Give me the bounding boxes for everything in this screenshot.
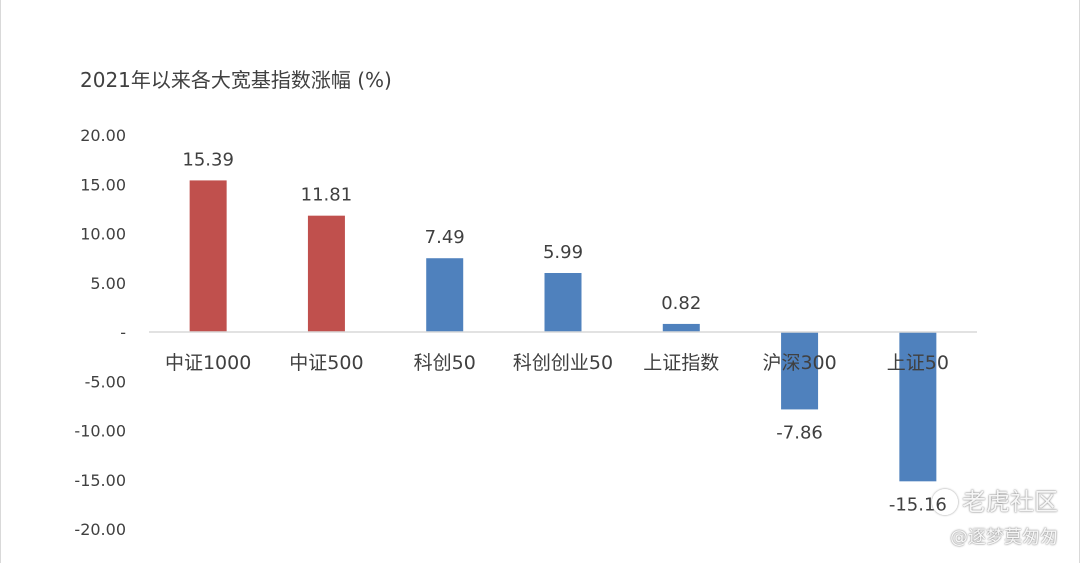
value-label: 0.82 xyxy=(661,293,701,314)
category-label: 沪深300 xyxy=(762,352,836,374)
value-label: 11.81 xyxy=(301,185,353,206)
bar xyxy=(426,258,464,332)
left-frame-line xyxy=(0,0,1,563)
watermark-logo-icon xyxy=(932,489,958,515)
value-label: 5.99 xyxy=(543,242,583,263)
watermark-user: @逐梦莫匆匆 xyxy=(950,527,1058,548)
category-label: 中证1000 xyxy=(165,352,251,374)
bars-group xyxy=(189,180,937,482)
y-axis: 20.00 15.00 10.00 5.00 - -5.00 -10.00 -15.00 -20… xyxy=(74,126,126,539)
bar xyxy=(307,215,345,332)
bar xyxy=(781,332,819,410)
bar xyxy=(544,272,582,332)
bar xyxy=(899,332,937,482)
value-label: 15.39 xyxy=(182,149,234,170)
bar xyxy=(662,323,700,332)
value-label: -7.86 xyxy=(776,422,823,443)
y-tick-label: -20.00 xyxy=(74,520,126,539)
chart-title: 2021年以来各大宽基指数涨幅 (%) xyxy=(80,68,392,92)
watermark-brand: 老虎社区 xyxy=(962,488,1058,516)
y-tick-label: -5.00 xyxy=(85,372,126,391)
y-tick-label: 10.00 xyxy=(80,225,126,244)
y-tick-label: -10.00 xyxy=(74,422,126,441)
category-label: 科创创业50 xyxy=(513,352,613,374)
y-tick-label: 20.00 xyxy=(80,126,126,145)
y-tick-label: 15.00 xyxy=(80,175,126,194)
y-tick-label: 5.00 xyxy=(90,274,126,293)
y-tick-label: -15.00 xyxy=(74,471,126,490)
category-label: 科创50 xyxy=(414,352,476,374)
y-tick-label: - xyxy=(120,323,126,342)
bar xyxy=(189,180,227,332)
category-label: 上证50 xyxy=(887,352,949,374)
category-labels: 中证1000 中证500 科创50 科创创业50 上证指数 沪深300 上证50 xyxy=(165,352,949,374)
category-label: 上证指数 xyxy=(643,352,719,374)
category-label: 中证500 xyxy=(289,352,363,374)
value-label: 7.49 xyxy=(425,227,465,248)
